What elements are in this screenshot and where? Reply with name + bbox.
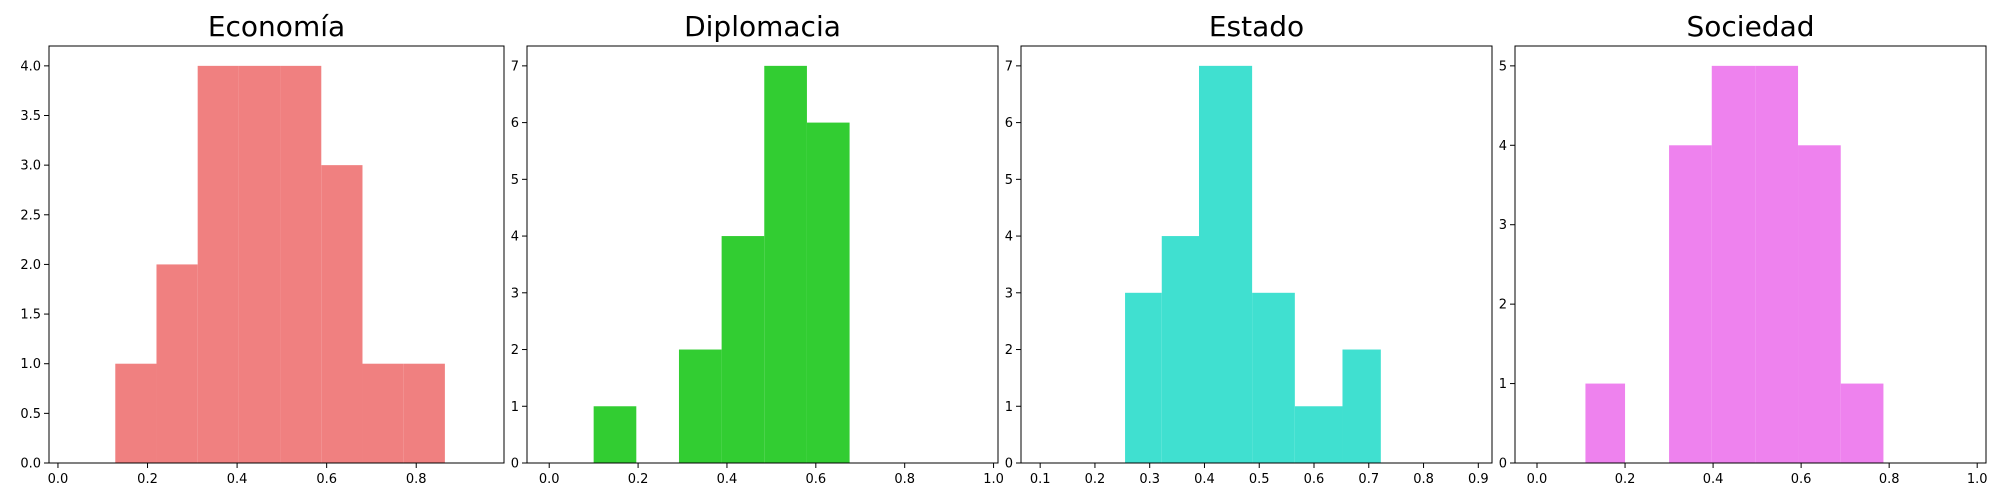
economia-y-tick-label-2: 1.0 xyxy=(20,357,41,372)
sociedad-y-tick-label-2: 2 xyxy=(1499,298,1507,313)
diplomacia-y-tick-label-4: 4 xyxy=(511,230,519,245)
economia-y-tick-label-4: 2.0 xyxy=(20,258,41,273)
diplomacia-bar-2 xyxy=(678,349,722,463)
estado-x-tick-label-2: 0.3 xyxy=(1139,472,1160,487)
economia-y-tick-label-8: 4.0 xyxy=(20,59,41,74)
diplomacia-y-tick-label-3: 3 xyxy=(511,286,519,301)
estado-y-tick-label-7: 7 xyxy=(1005,59,1013,74)
sociedad-bar-4 xyxy=(1755,65,1799,463)
estado-x-tick-label-8: 0.9 xyxy=(1468,472,1489,487)
estado-bar-3 xyxy=(1252,292,1295,463)
estado-x-tick-label-5: 0.6 xyxy=(1304,472,1325,487)
sociedad-axes-frame xyxy=(1514,45,1987,464)
sociedad-x-tick-label-5: 1.0 xyxy=(1967,472,1988,487)
sociedad-y-tick-label-0: 0 xyxy=(1499,457,1507,472)
economia-x-tick-label-0: 0.0 xyxy=(48,472,69,487)
economia-title: Economía xyxy=(208,10,345,43)
diplomacia-axes-frame xyxy=(526,45,999,464)
economia-x-tick-label-2: 0.4 xyxy=(227,472,248,487)
estado-y-tick-label-4: 4 xyxy=(1005,230,1013,245)
diplomacia-y-tick-label-6: 6 xyxy=(511,116,519,131)
diplomacia-bar-4 xyxy=(764,65,807,463)
diplomacia-bar-3 xyxy=(721,236,765,463)
panel-sociedad: 0.0 0.2 0.4 0.6 0.8 1.0 0 1 2 3 4 5 Sociedad xyxy=(1499,10,1988,487)
sociedad-y-tick-label-1: 1 xyxy=(1499,377,1507,392)
estado-bar-1 xyxy=(1161,236,1199,463)
diplomacia-y-tick-label-5: 5 xyxy=(511,173,519,188)
economia-bar-7 xyxy=(403,363,445,463)
estado-x-tick-label-4: 0.5 xyxy=(1249,472,1270,487)
panel-diplomacia: 0.0 0.2 0.4 0.6 0.8 1.0 0 1 2 3 4 5 6 7 Diplomacia xyxy=(511,10,1004,487)
sociedad-x-tick-label-2: 0.4 xyxy=(1703,472,1724,487)
sociedad-bar-5 xyxy=(1798,145,1841,464)
estado-y-tick-label-0: 0 xyxy=(1005,457,1013,472)
estado-x-tick-label-1: 0.2 xyxy=(1085,472,1106,487)
estado-x-tick-label-6: 0.7 xyxy=(1358,472,1379,487)
sociedad-x-tick-label-0: 0.0 xyxy=(1527,472,1548,487)
economia-y-tick-label-5: 2.5 xyxy=(20,208,41,223)
diplomacia-title: Diplomacia xyxy=(684,10,841,43)
estado-x-tick-label-3: 0.4 xyxy=(1194,472,1215,487)
estado-y-tick-label-3: 3 xyxy=(1005,286,1013,301)
diplomacia-x-tick-label-1: 0.2 xyxy=(628,472,649,487)
diplomacia-y-tick-label-0: 0 xyxy=(511,457,519,472)
sociedad-title: Sociedad xyxy=(1686,10,1814,43)
diplomacia-y-tick-label-2: 2 xyxy=(511,343,519,358)
economia-bar-4 xyxy=(280,65,322,463)
estado-y-tick-label-1: 1 xyxy=(1005,400,1013,415)
estado-y-tick-label-5: 5 xyxy=(1005,173,1013,188)
economia-bar-6 xyxy=(362,363,404,463)
sociedad-x-tick-label-3: 0.6 xyxy=(1791,472,1812,487)
estado-bar-4 xyxy=(1294,406,1343,463)
diplomacia-x-tick-label-4: 0.8 xyxy=(894,472,915,487)
sociedad-y-tick-label-4: 4 xyxy=(1499,139,1507,154)
estado-axes-frame xyxy=(1020,45,1493,464)
diplomacia-bar-0 xyxy=(593,406,637,463)
economia-bar-3 xyxy=(238,65,281,463)
economia-x-tick-label-4: 0.8 xyxy=(406,472,427,487)
sociedad-x-tick-label-4: 0.8 xyxy=(1879,472,1900,487)
panel-estado: 0.1 0.2 0.3 0.4 0.5 0.6 0.7 0.8 0.9 0 1 2 3 4 5 6 7 Estad… xyxy=(1005,10,1493,487)
economia-bar-0 xyxy=(115,363,157,463)
economia-y-tick-label-0: 0.0 xyxy=(20,457,41,472)
estado-x-tick-label-7: 0.8 xyxy=(1413,472,1434,487)
estado-bar-2 xyxy=(1198,65,1253,463)
estado-bar-0 xyxy=(1125,292,1162,463)
estado-x-tick-label-0: 0.1 xyxy=(1030,472,1051,487)
economia-y-tick-label-1: 0.5 xyxy=(20,407,41,422)
diplomacia-y-tick-label-7: 7 xyxy=(511,59,519,74)
sociedad-x-tick-label-1: 0.2 xyxy=(1615,472,1636,487)
diplomacia-x-tick-label-3: 0.6 xyxy=(805,472,826,487)
estado-y-tick-label-6: 6 xyxy=(1005,116,1013,131)
diplomacia-y-tick-label-1: 1 xyxy=(511,400,519,415)
estado-bar-5 xyxy=(1342,349,1381,463)
sociedad-bar-3 xyxy=(1711,65,1756,463)
diplomacia-x-tick-label-0: 0.0 xyxy=(539,472,560,487)
diplomacia-bar-5 xyxy=(806,122,850,464)
economia-bar-1 xyxy=(156,264,198,463)
economia-bar-2 xyxy=(197,65,239,463)
diplomacia-x-tick-label-2: 0.4 xyxy=(717,472,738,487)
sociedad-y-tick-label-3: 3 xyxy=(1499,218,1507,233)
sociedad-y-tick-label-5: 5 xyxy=(1499,59,1507,74)
sociedad-bar-2 xyxy=(1669,145,1712,464)
economia-x-tick-label-1: 0.2 xyxy=(137,472,158,487)
economia-y-tick-label-7: 3.5 xyxy=(20,109,41,124)
panel-economia: 0.0 0.2 0.4 0.6 0.8 0.0 0.5 1.0 1.5 2.0 2.5 3.0 3.5 4… xyxy=(20,10,505,487)
sociedad-bar-0 xyxy=(1585,383,1626,463)
estado-title: Estado xyxy=(1209,10,1304,43)
economia-x-tick-label-3: 0.6 xyxy=(316,472,337,487)
economia-axes-frame xyxy=(48,45,505,464)
economia-y-tick-label-3: 1.5 xyxy=(20,308,41,323)
economia-bar-5 xyxy=(321,165,363,463)
sociedad-bar-6 xyxy=(1840,383,1884,463)
estado-y-tick-label-2: 2 xyxy=(1005,343,1013,358)
diplomacia-x-tick-label-5: 1.0 xyxy=(983,472,1004,487)
economia-y-tick-label-6: 3.0 xyxy=(20,159,41,174)
